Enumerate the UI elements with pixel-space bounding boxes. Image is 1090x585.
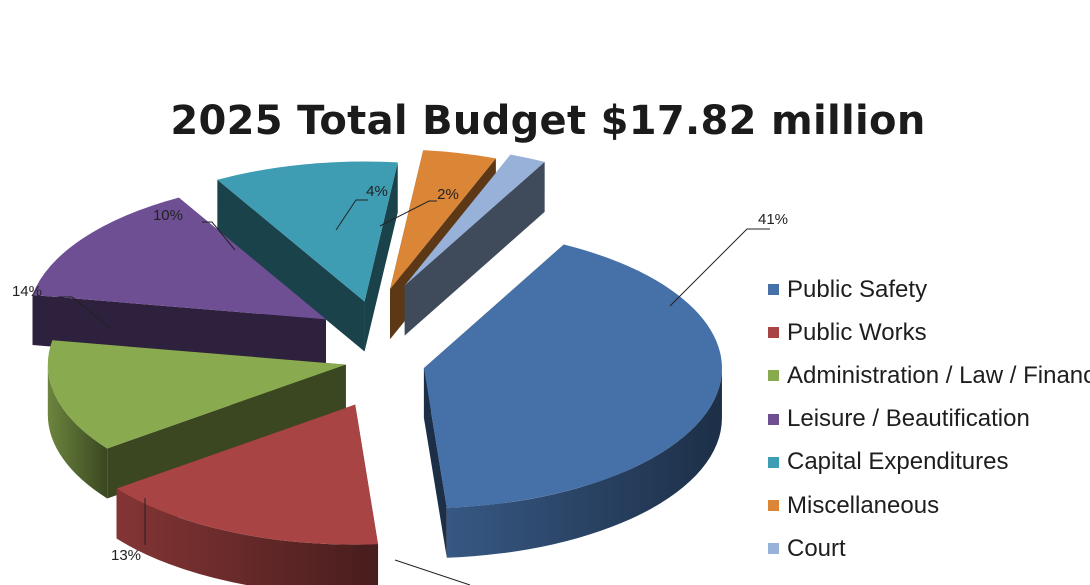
legend-item: Public Works	[768, 311, 1090, 354]
pie-slice	[47, 340, 346, 499]
leader-line	[669, 228, 770, 307]
legend-item: Administration / Law / Finance	[768, 354, 1090, 397]
legend-item: Court	[768, 527, 1090, 570]
legend-label: Administration / Law / Finance	[787, 361, 1090, 389]
slice-percent-label: 41%	[758, 211, 788, 228]
leader-line	[394, 559, 471, 585]
legend-item: Public Safety	[768, 268, 1090, 311]
legend-label: Miscellaneous	[787, 491, 940, 519]
legend-item: Miscellaneous	[768, 484, 1090, 527]
chart-title: 2025 Total Budget $17.82 million	[170, 98, 926, 144]
legend-swatch	[768, 284, 779, 296]
pie-slice	[423, 244, 722, 558]
slice-percent-label: 2%	[437, 186, 459, 203]
pie-slice	[116, 404, 379, 585]
legend-label: Public Safety	[787, 275, 928, 303]
slice-percent-label: 14%	[12, 283, 42, 300]
pie-slice	[404, 154, 545, 336]
leader-line	[202, 221, 236, 251]
legend-item: Capital Expenditures	[768, 441, 1090, 484]
legend-swatch	[768, 327, 779, 339]
leader-line	[335, 199, 368, 231]
legend-item: Leisure / Beautification	[768, 398, 1090, 441]
legend-swatch	[768, 456, 779, 468]
legend-label: Public Works	[787, 318, 927, 346]
leader-line	[58, 296, 111, 329]
legend-label: Court	[787, 534, 846, 562]
legend-swatch	[768, 543, 779, 555]
slice-percent-label: 13%	[111, 547, 141, 564]
legend-swatch	[768, 413, 779, 425]
slice-percent-label: 4%	[366, 183, 388, 200]
legend-label: Capital Expenditures	[787, 448, 1009, 476]
legend-swatch	[768, 500, 779, 512]
leader-line	[379, 200, 437, 227]
legend-swatch	[768, 370, 779, 382]
pie-slice	[217, 161, 398, 352]
chart-legend: Public Safety Public Works Administration …	[768, 268, 1090, 570]
legend-label: Leisure / Beautification	[787, 405, 1030, 433]
slice-percent-label: 10%	[153, 207, 183, 224]
